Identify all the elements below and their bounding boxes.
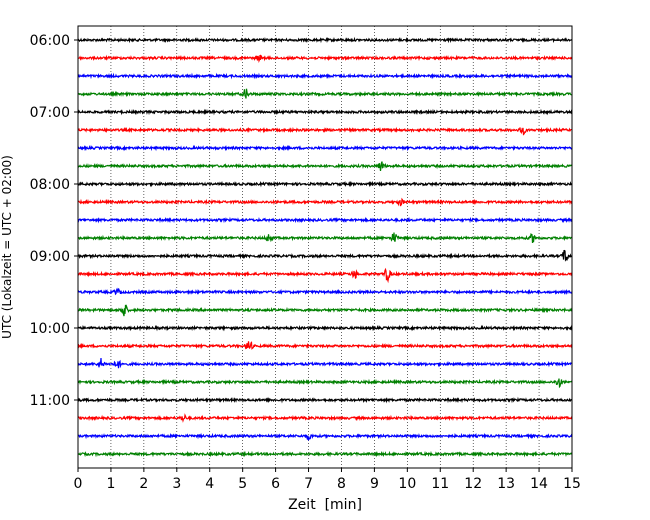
y-axis-label: UTC (Lokalzeit = UTC + 02:00)	[0, 155, 14, 339]
trace-1145	[77, 450, 573, 458]
x-tick-label: 4	[205, 476, 214, 492]
trace-0800	[77, 180, 573, 188]
y-tick-label: 10:00	[30, 321, 70, 337]
x-tick-label: 9	[370, 476, 379, 492]
trace-0630	[77, 72, 573, 80]
x-tick-label: 5	[238, 476, 247, 492]
x-tick-label: 15	[563, 476, 581, 492]
trace-1030	[77, 357, 573, 369]
y-tick-label: 08:00	[30, 177, 70, 193]
x-tick-label: 1	[106, 476, 115, 492]
plot-frame	[77, 25, 573, 469]
y-axis-ticks: 06:00 07:00 08:00 09:00 10:00 11:00	[30, 33, 78, 409]
trace-0900	[77, 249, 573, 262]
trace-0845	[77, 232, 573, 244]
trace-1000	[77, 324, 573, 332]
trace-1100	[77, 396, 573, 404]
x-tick-label: 13	[497, 476, 515, 492]
trace-0745	[77, 161, 573, 172]
trace-0615	[77, 54, 573, 63]
trace-0945	[77, 304, 573, 317]
x-tick-label: 14	[530, 476, 548, 492]
y-tick-label: 11:00	[30, 393, 70, 409]
x-tick-label: 6	[271, 476, 280, 492]
x-tick-label: 3	[172, 476, 181, 492]
y-tick-label: 06:00	[30, 33, 70, 49]
x-tick-label: 10	[398, 476, 416, 492]
x-tick-label: 8	[337, 476, 346, 492]
x-tick-label: 2	[139, 476, 148, 492]
trace-0600	[77, 36, 573, 44]
trace-0830	[77, 216, 573, 224]
grid-lines	[110, 26, 540, 468]
y-tick-label: 07:00	[30, 105, 70, 121]
x-tick-label: 11	[431, 476, 449, 492]
trace-1130	[77, 432, 573, 442]
trace-0815	[77, 197, 573, 207]
trace-0730	[77, 144, 573, 152]
trace-lines	[77, 36, 573, 458]
x-tick-label: 7	[304, 476, 313, 492]
trace-1015	[77, 341, 573, 350]
trace-1115	[77, 413, 573, 423]
trace-0700	[77, 108, 573, 116]
trace-0715	[77, 126, 573, 136]
x-tick-label: 12	[464, 476, 482, 492]
x-axis-ticks: 0 1 2 3 4 5 6 7 8 9 10 11 12 13 14 15	[74, 468, 581, 492]
y-tick-label: 09:00	[30, 249, 70, 265]
x-axis-label: Zeit [min]	[288, 497, 362, 513]
trace-1045	[77, 378, 573, 389]
trace-0930	[77, 287, 573, 296]
trace-0915	[77, 267, 573, 284]
trace-0645	[77, 88, 573, 99]
x-tick-label: 0	[74, 476, 83, 492]
